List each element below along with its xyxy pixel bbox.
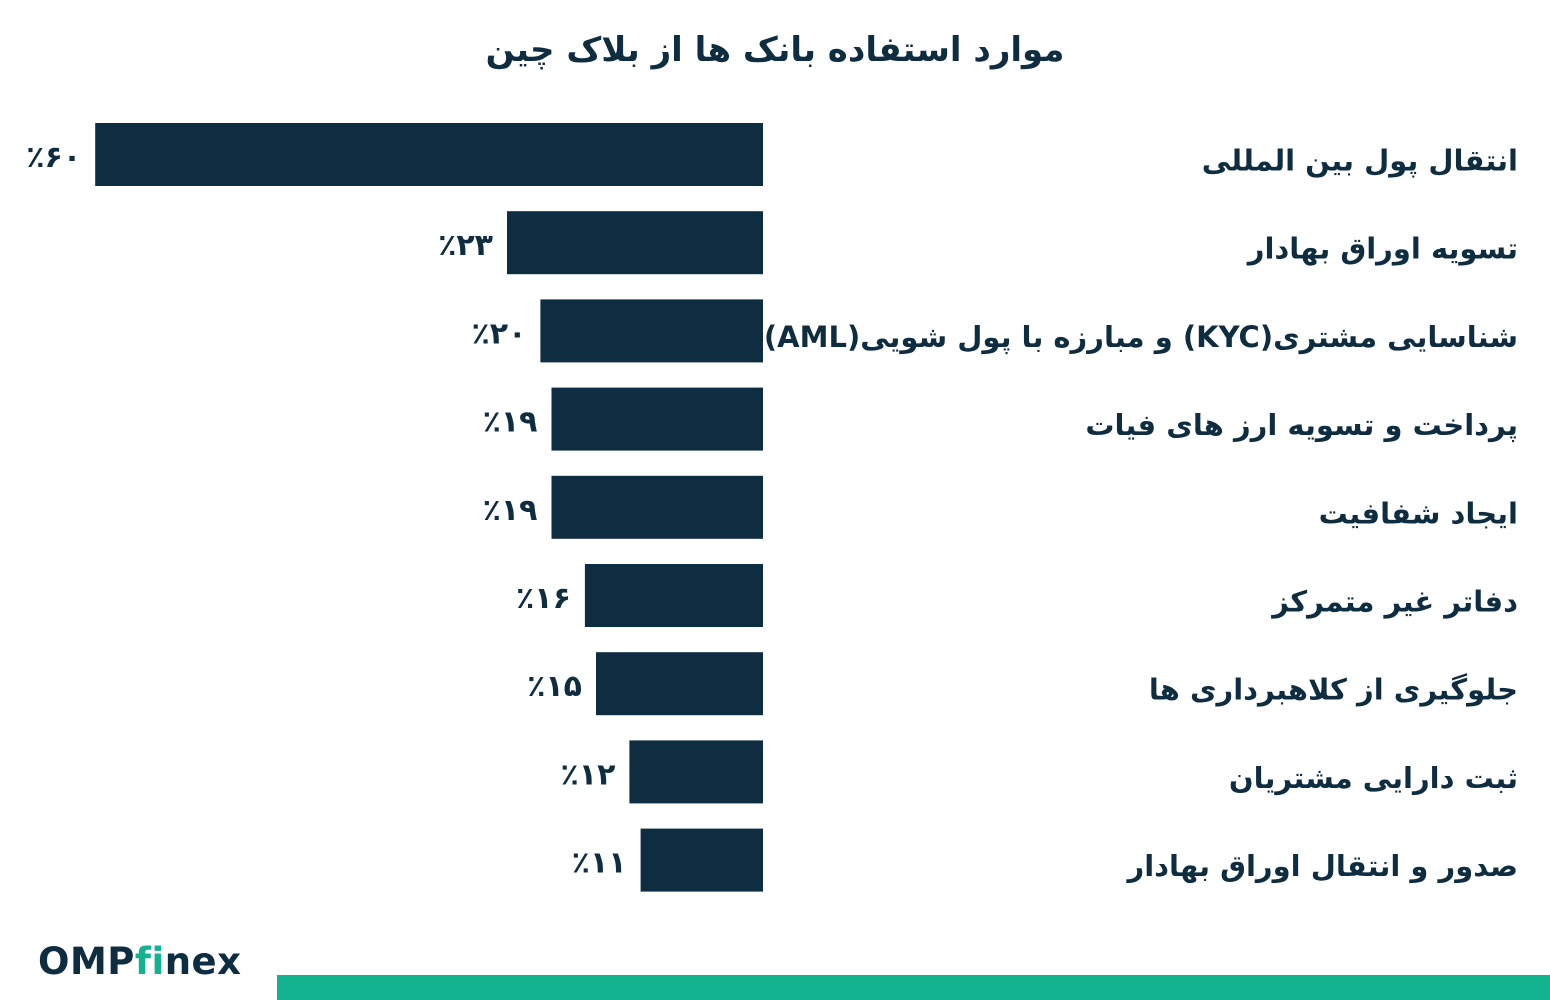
category-label-9: صدور و انتقال اوراق بهادار bbox=[1126, 849, 1518, 883]
category-labels-layer: انتقال پول بین المللی تسویه اوراق بهادار ش… bbox=[764, 144, 1518, 884]
logo-tail-text: nex bbox=[164, 940, 242, 983]
value-label-5: ٪۱۹ bbox=[483, 493, 538, 528]
bars-layer bbox=[95, 123, 763, 892]
logo-accent-f: f bbox=[134, 940, 152, 983]
bar-3 bbox=[540, 299, 763, 363]
bar-5 bbox=[551, 475, 763, 539]
value-label-8: ٪۱۲ bbox=[560, 757, 615, 792]
bar-9 bbox=[640, 828, 763, 892]
category-label-1: انتقال پول بین المللی bbox=[1202, 144, 1518, 179]
value-label-6: ٪۱۶ bbox=[516, 581, 571, 616]
value-label-7: ٪۱۵ bbox=[527, 669, 582, 704]
footer-accent-bar bbox=[277, 975, 1550, 1000]
category-label-2: تسویه اوراق بهادار bbox=[1246, 232, 1518, 266]
value-label-9: ٪۱۱ bbox=[572, 846, 627, 881]
category-label-7: جلوگیری از کلاهبرداری ها bbox=[1149, 673, 1518, 707]
bar-7 bbox=[596, 652, 763, 716]
value-label-4: ٪۱۹ bbox=[483, 405, 538, 440]
value-label-2: ٪۲۳ bbox=[438, 228, 493, 263]
category-label-5: ایجاد شفافیت bbox=[1319, 496, 1518, 530]
bar-6 bbox=[584, 564, 763, 627]
category-label-8: ثبت دارایی مشتریان bbox=[1229, 761, 1518, 795]
chart-title: موارد استفاده بانک ها از بلاک چین bbox=[485, 30, 1065, 70]
bar-4 bbox=[551, 387, 763, 451]
category-label-6: دفاتر غیر متمرکز bbox=[1270, 585, 1518, 619]
value-labels-layer: ٪۶۰ ٪۲۳ ٪۲۰ ٪۱۹ ٪۱۹ ٪۱۶ ٪۱۵ ٪۱۲ ٪۱۱ bbox=[26, 140, 626, 881]
value-label-1: ٪۶۰ bbox=[26, 140, 81, 175]
bar-1 bbox=[95, 123, 763, 186]
logo-main-text: OMP bbox=[38, 940, 135, 983]
ompfinex-logo: OMPfinex bbox=[38, 938, 242, 986]
category-label-3: شناسایی مشتری(KYC) و مبارزه با پول شویی(… bbox=[764, 320, 1518, 355]
category-label-4: پرداخت و تسویه ارز های فیات bbox=[1085, 408, 1518, 443]
bar-2 bbox=[507, 211, 763, 275]
bar-8 bbox=[629, 740, 763, 804]
value-label-3: ٪۲۰ bbox=[471, 316, 526, 351]
logo-accent-i: i bbox=[151, 940, 165, 983]
